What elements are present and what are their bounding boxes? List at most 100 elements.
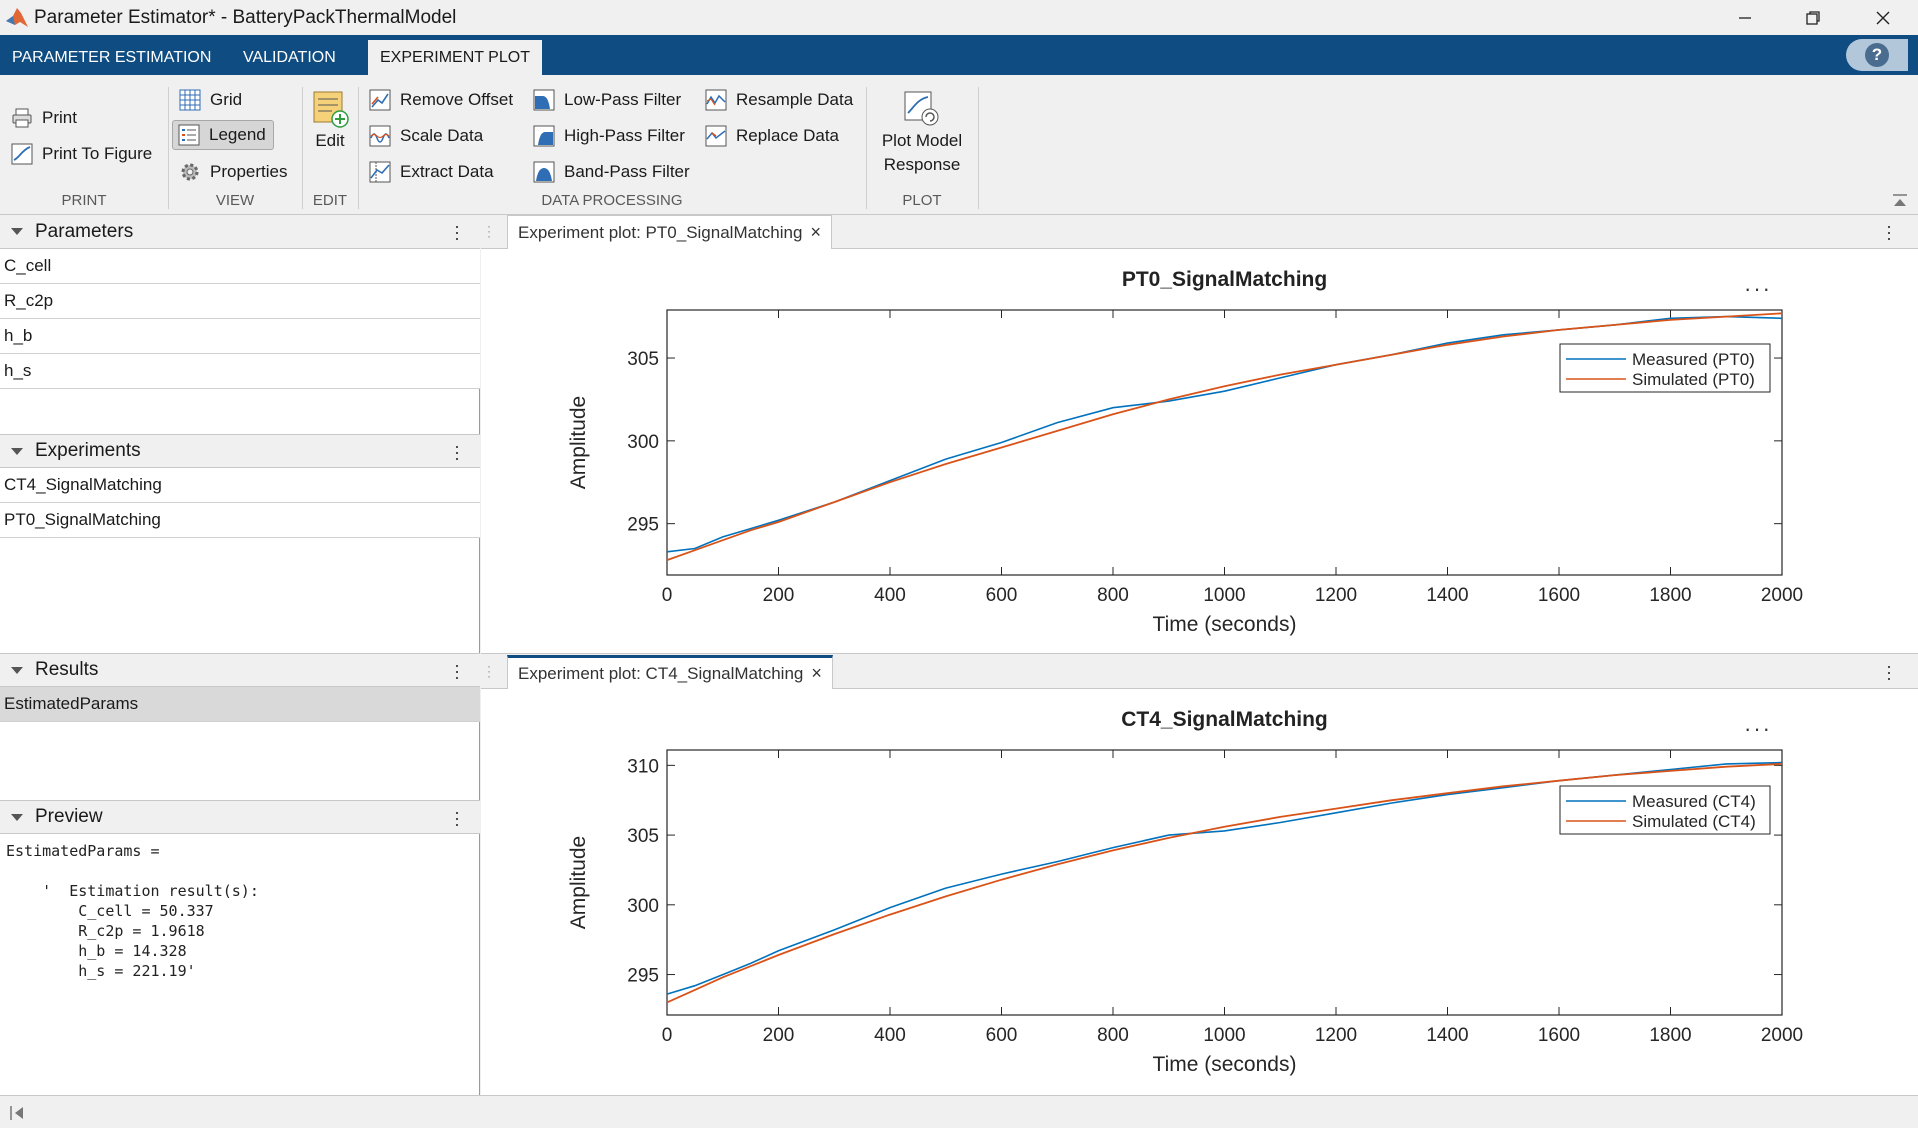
panel-menu-icon[interactable]: · · · [454,655,460,687]
legend-entry: Measured (PT0) [1632,350,1755,369]
grid-button[interactable]: Grid [174,85,246,115]
document-menu-icon[interactable]: · · · [1886,656,1892,688]
separator [866,87,867,209]
doc-tab-ct4[interactable]: Experiment plot: CT4_SignalMatching × [507,655,833,689]
low-pass-filter-button[interactable]: Low-Pass Filter [528,85,685,115]
plot-section-label: PLOT [902,192,942,209]
print-label: Print [42,108,77,127]
chart-title: CT4_SignalMatching [1121,708,1328,731]
tab-validation[interactable]: VALIDATION [243,48,336,66]
status-bar [0,1095,1918,1128]
tab-parameter-estimation[interactable]: PARAMETER ESTIMATION [12,48,212,66]
window-title: Parameter Estimator* - BatteryPackTherma… [34,6,457,28]
panel-menu-icon[interactable]: · · · [454,216,460,248]
panel-menu-icon[interactable]: · · · [454,802,460,834]
collapse-panel-button[interactable] [8,1104,26,1127]
list-item[interactable]: h_s [0,354,480,389]
parameters-panel-header[interactable]: Parameters · · · [0,215,480,249]
matlab-logo-icon [6,7,28,27]
printer-icon [12,108,32,128]
drag-grip-icon[interactable]: · · · [487,219,491,243]
extract-data-button[interactable]: Extract Data [364,157,498,187]
band-pass-filter-label: Band-Pass Filter [564,162,690,181]
experiments-panel-title: Experiments [35,440,141,461]
legend-icon [178,124,200,146]
legend-box [1559,343,1771,393]
minimize-button[interactable] [1710,0,1780,35]
help-icon: ? [1865,43,1889,67]
grid-icon [179,89,201,111]
experiments-panel-header[interactable]: Experiments · · · [0,434,480,468]
preview-panel-title: Preview [35,806,103,827]
list-item[interactable]: PT0_SignalMatching [0,503,480,538]
legend-entry: Simulated (PT0) [1632,370,1755,389]
results-panel-header[interactable]: Results · · · [0,653,480,687]
preview-line: EstimatedParams = [6,842,160,860]
x-tick-label: 1400 [1426,585,1468,606]
x-tick-label: 1800 [1649,1025,1691,1046]
close-tab-icon[interactable]: × [811,663,822,683]
close-tab-icon[interactable]: × [810,222,821,242]
drag-grip-icon[interactable]: · · · [487,659,491,683]
help-button[interactable]: ? [1846,39,1908,71]
x-axis-label: Time (seconds) [1153,613,1297,636]
legend-entry: Simulated (CT4) [1632,812,1756,831]
print-to-figure-button[interactable]: Print To Figure [6,139,156,169]
replace-data-button[interactable]: Replace Data [700,121,843,151]
remove-offset-button[interactable]: Remove Offset [364,85,517,115]
low-pass-filter-icon [533,89,555,111]
scale-data-icon [369,125,391,147]
series-line-simulated [666,763,1783,1004]
list-item[interactable]: CT4_SignalMatching [0,468,480,503]
edit-button[interactable]: Edit [308,89,352,153]
legend-entry: Measured (CT4) [1632,792,1756,811]
collapse-triangle-icon [11,666,23,674]
x-tick-label: 1600 [1538,585,1580,606]
toolstrip-tab-bar: PARAMETER ESTIMATION VALIDATION EXPERIME… [0,35,1918,75]
restore-button[interactable] [1778,0,1848,35]
pt0-chart: PT0_SignalMatching ··· 0 200 400 600 800 1000 12… [567,268,1803,636]
high-pass-filter-icon [533,125,555,147]
high-pass-filter-button[interactable]: High-Pass Filter [528,121,689,151]
list-item[interactable]: R_c2p [0,284,480,319]
list-item[interactable]: EstimatedParams [0,687,480,722]
x-tick-label: 0 [662,1025,673,1046]
title-bar: Parameter Estimator* - BatteryPackTherma… [0,0,1918,35]
collapse-toolstrip-button[interactable] [1890,192,1910,210]
doc-tab-pt0[interactable]: Experiment plot: PT0_SignalMatching × [507,215,832,249]
document-tab-bar: · · · Experiment plot: PT0_SignalMatching … [481,215,1918,249]
plot-model-response-button[interactable]: Plot Model Response [872,89,972,177]
close-window-button[interactable] [1848,0,1918,35]
x-tick-label: 0 [662,585,673,606]
remove-offset-icon [369,89,391,111]
preview-panel-header[interactable]: Preview · · · [0,800,480,834]
document-menu-icon[interactable]: · · · [1886,216,1892,248]
print-button[interactable]: Print [6,103,81,133]
gear-icon [181,163,199,181]
legend-toggle-button[interactable]: Legend [172,120,274,150]
panel-menu-icon[interactable]: · · · [454,436,460,468]
series-line-simulated [666,312,1783,561]
x-tick-label: 1000 [1203,585,1245,606]
x-tick-label: 800 [1097,1025,1129,1046]
band-pass-filter-icon [533,161,555,183]
chart-title: PT0_SignalMatching [1122,268,1327,291]
replace-data-label: Replace Data [736,126,840,145]
x-tick-label: 1400 [1426,1025,1468,1046]
data-processing-section-label: DATA PROCESSING [541,192,683,209]
separator [302,87,303,209]
edit-plot-icon [313,91,349,128]
band-pass-filter-button[interactable]: Band-Pass Filter [528,157,694,187]
extract-data-label: Extract Data [400,162,494,181]
print-to-figure-label: Print To Figure [42,144,153,163]
plot-model-response-icon [904,91,939,126]
pt0-plot-document: · · · Experiment plot: PT0_SignalMatching … [481,215,1918,654]
list-item[interactable]: C_cell [0,249,480,284]
properties-button[interactable]: Properties [174,157,291,187]
y-axis-label: Amplitude [567,396,590,489]
resample-data-button[interactable]: Resample Data [700,85,857,115]
preview-line: R_c2p = 1.9618 [6,922,205,940]
scale-data-button[interactable]: Scale Data [364,121,487,151]
tab-experiment-plot[interactable]: EXPERIMENT PLOT [368,40,542,75]
list-item[interactable]: h_b [0,319,480,354]
